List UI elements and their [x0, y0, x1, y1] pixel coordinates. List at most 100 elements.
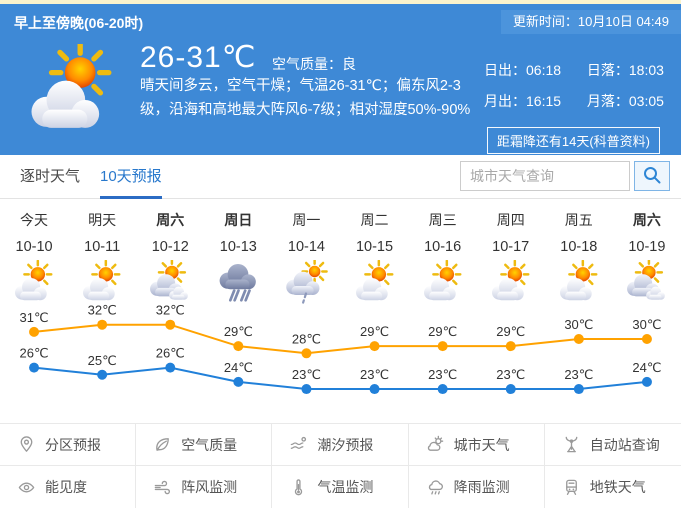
search-button[interactable] [634, 161, 670, 191]
data-point [97, 369, 108, 380]
wave-icon [289, 435, 308, 454]
quick-link-city-weather[interactable]: 城市天气 [408, 424, 545, 466]
leaf-icon [153, 435, 172, 454]
data-point [437, 384, 448, 395]
data-point [233, 341, 244, 352]
data-point [165, 362, 176, 373]
station-icon [562, 435, 581, 454]
moonset-time: 月落：03:05 [586, 93, 664, 109]
sun-cloud-icon [477, 259, 545, 308]
temp-label: 29℃ [224, 324, 253, 339]
quick-link-label: 阵风监测 [181, 479, 238, 495]
forecast-period-label: 早上至傍晚(06-20时) [14, 15, 144, 31]
quick-link-label: 降雨监测 [453, 479, 510, 495]
sun-cloud-icon [0, 259, 68, 308]
data-point [97, 319, 108, 330]
moonrise-time: 月出：16:15 [484, 93, 562, 109]
city-weather-search [460, 161, 670, 191]
quick-link-label: 城市天气 [453, 436, 510, 453]
weather-description: 晴天间多云，空气干燥；气温26-31℃；偏东风2-3级，沿海和高地最大阵风6-7… [140, 78, 471, 118]
temp-label: 32℃ [156, 303, 185, 318]
wind-icon [153, 478, 172, 497]
forecast-date: 10-16 [424, 239, 462, 255]
data-point [165, 319, 176, 330]
data-point [29, 326, 40, 337]
data-point [369, 341, 380, 352]
city-weather-icon [426, 435, 445, 454]
data-point [233, 376, 244, 387]
frost-countdown-link[interactable]: 距霜降还有14天(科普资料) [486, 127, 660, 154]
sunset-time: 日落：18:03 [586, 62, 664, 78]
temp-label: 29℃ [496, 324, 525, 339]
temp-label: 30℃ [564, 317, 593, 332]
rain-icon [204, 260, 272, 308]
temp-label: 23℃ [292, 367, 321, 382]
quick-links-grid: 分区预报 空气质量 潮汐预报 城市天气 自动站查询 能见度 阵风监测 气温监测 … [0, 423, 681, 508]
day-name-row: 今天 明天 周六 周日 周一 周二 周三 周四 周五 周六 [0, 210, 681, 230]
forecast-day-name: 今天 [20, 212, 49, 228]
map-pin-icon [17, 435, 36, 454]
quick-link-district-forecast[interactable]: 分区预报 [0, 424, 137, 466]
cloud-sun-icon [136, 258, 204, 308]
forecast-day-name: 周日 [224, 212, 253, 228]
quick-link-gust-monitor[interactable]: 阵风监测 [136, 466, 273, 508]
forecast-date: 10-19 [628, 239, 666, 255]
sun-moon-times: 日出：06:18 日落：18:03 月出：16:15 月落：03:05 [484, 60, 664, 122]
forecast-date: 10-15 [355, 239, 394, 255]
data-point [301, 384, 312, 395]
temp-label: 28℃ [292, 331, 321, 346]
temperature-chart: 31℃ 32℃ 32℃ 29℃ 28℃ 29℃ 29℃ 29℃ 30℃ 30℃ 26℃ 25℃ 26℃ 2… [20, 303, 661, 395]
quick-link-label: 地铁天气 [589, 479, 646, 495]
quick-link-rainfall-monitor[interactable]: 降雨监测 [409, 466, 545, 508]
sunrise-time: 日出：06:18 [484, 62, 562, 78]
thermometer-icon [289, 478, 308, 497]
ten-day-forecast-table: 今天 明天 周六 周日 周一 周二 周三 周四 周五 周六 10-10 10-11 10-12 10-1… [0, 199, 681, 423]
quick-link-metro-weather[interactable]: 地铁天气 [545, 466, 681, 508]
temp-label: 32℃ [88, 303, 117, 318]
sun-cloud-icon [340, 259, 408, 308]
data-point [369, 384, 380, 395]
air-quality-value: 良 [342, 56, 356, 72]
forecast-day-name: 周一 [292, 212, 321, 228]
temp-label: 23℃ [564, 367, 593, 382]
temp-label: 29℃ [428, 324, 457, 339]
forecast-date: 10-17 [492, 239, 530, 255]
temp-label: 24℃ [224, 360, 253, 375]
drizzle-sun-icon [272, 258, 340, 308]
temp-label: 25℃ [88, 353, 117, 368]
data-point [301, 348, 312, 359]
forecast-day-name: 周四 [496, 212, 525, 228]
data-point [29, 362, 40, 373]
quick-link-label: 能见度 [45, 479, 87, 495]
cloud-sun-icon [613, 258, 681, 308]
weather-icon-row [0, 258, 681, 308]
air-quality: 空气质量：良 [272, 54, 356, 74]
data-point [641, 376, 652, 387]
sun-cloud-icon [409, 259, 477, 308]
forecast-day-name: 周五 [564, 212, 593, 228]
tab-hourly-weather[interactable]: 逐时天气 [20, 168, 81, 185]
quick-link-tide-forecast[interactable]: 潮汐预报 [272, 424, 409, 466]
forecast-day-name: 周二 [360, 212, 389, 228]
forecast-day-name: 明天 [88, 212, 117, 228]
quick-link-label: 分区预报 [45, 436, 101, 453]
forecast-date: 10-18 [560, 239, 598, 255]
search-input[interactable] [460, 161, 630, 191]
quick-link-air-quality[interactable]: 空气质量 [136, 424, 273, 466]
quick-link-temperature-monitor[interactable]: 气温监测 [272, 466, 409, 508]
forecast-day-name: 周三 [428, 212, 457, 228]
quick-link-auto-station-query[interactable]: 自动站查询 [544, 424, 681, 466]
sun-cloud-icon [545, 259, 613, 308]
forecast-date: 10-13 [219, 239, 257, 255]
search-icon [642, 165, 662, 188]
temp-label: 23℃ [360, 367, 389, 382]
temp-label: 29℃ [360, 324, 389, 339]
temp-label: 26℃ [20, 346, 49, 361]
data-point [505, 384, 516, 395]
temperature-range: 26-31℃ [140, 41, 257, 74]
quick-link-visibility[interactable]: 能见度 [0, 466, 137, 508]
date-row: 10-10 10-11 10-12 10-13 10-14 10-15 10-16 10-17… [0, 239, 681, 255]
train-icon [562, 478, 581, 497]
forecast-date: 10-12 [151, 239, 189, 255]
tab-10day-forecast[interactable]: 10天预报 [100, 155, 162, 199]
